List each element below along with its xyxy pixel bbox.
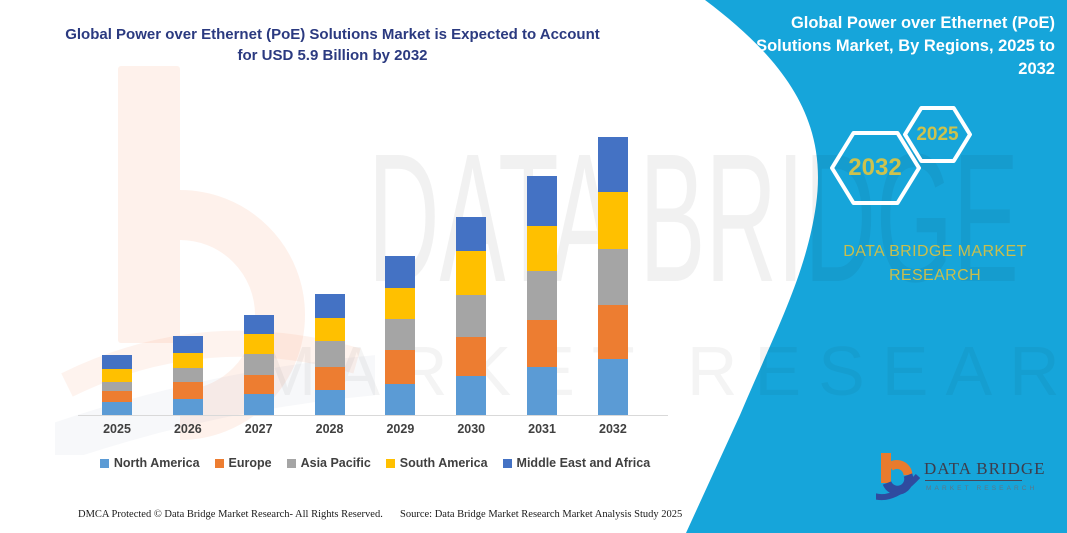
bar-column-2026: 2026 [172, 133, 203, 436]
legend-swatch-icon [99, 458, 109, 468]
bar-segment-2032-asia-pacific [597, 248, 628, 305]
bar-segment-2032-north-america [597, 358, 628, 415]
legend-item-asia-pacific: Asia Pacific [286, 456, 371, 470]
page-title-line2: for USD 5.9 Billion by 2032 [237, 47, 428, 64]
bar-segment-2032-south-america [597, 192, 628, 249]
bar-segment-2031-south-america [527, 225, 558, 271]
hexagon-2032-icon [830, 131, 921, 205]
databridge-logo-wordmark: DATA BRIDGE [924, 459, 1046, 478]
x-axis-label-2028: 2028 [315, 422, 344, 436]
banner-title-line2: Solutions Market, By Regions, 2025 to [756, 37, 1055, 55]
legend-item-north-america: North America [99, 456, 200, 470]
bar-segment-2029-north-america [385, 383, 416, 415]
bar-segment-2025-south-america [102, 369, 132, 383]
bar-segment-2027-north-america [243, 393, 274, 415]
x-axis-label-2030: 2030 [457, 422, 486, 436]
bar-segment-2029-middle-east-and-africa [385, 256, 416, 289]
legend-item-europe: Europe [214, 456, 272, 470]
hexagon-2025-label: 2025 [916, 123, 959, 145]
legend-swatch-icon [502, 458, 512, 468]
bar-segment-2032-europe [597, 304, 628, 359]
bar-segment-2027-south-america [243, 334, 274, 355]
bar-column-2027: 2027 [243, 133, 274, 436]
bar-segment-2031-europe [527, 319, 558, 367]
legend-label: North America [113, 456, 200, 470]
hexagon-2032-label: 2032 [848, 154, 902, 181]
legend-swatch-icon [385, 458, 395, 468]
bar-segment-2030-middle-east-and-africa [456, 216, 487, 251]
x-axis-line [78, 415, 668, 416]
bar-segment-2029-asia-pacific [385, 318, 416, 350]
databridge-logo-icon [876, 453, 921, 500]
bar-chart: 2025 2026 2027 2028 2029 2030 2031 2032 [102, 133, 628, 436]
bar-column-2028: 2028 [314, 133, 345, 436]
page-title-line1: Global Power over Ethernet (PoE) Solutio… [65, 26, 600, 43]
databridge-logo-tagline: MARKET RESEARCH [926, 485, 1038, 492]
bar-segment-2030-europe [456, 336, 487, 376]
legend-item-middle-east-and-africa: Middle East and Africa [502, 456, 651, 470]
legend-swatch-icon [214, 458, 224, 468]
bar-column-2032: 2032 [597, 133, 628, 436]
databridge-logo-underline [925, 480, 1022, 481]
bar-segment-2028-south-america [314, 318, 345, 342]
legend-label: Middle East and Africa [516, 456, 651, 470]
hexagon-2025-icon [903, 106, 972, 163]
bar-segment-2029-south-america [385, 288, 416, 319]
footer-dmca-text: DMCA Protected © Data Bridge Market Rese… [78, 509, 383, 520]
bar-segment-2030-south-america [456, 250, 487, 295]
bar-segment-2026-europe [172, 381, 203, 400]
bar-column-2030: 2030 [456, 133, 487, 436]
bar-segment-2032-middle-east-and-africa [597, 136, 628, 193]
bar-segment-2027-europe [243, 374, 274, 394]
bar-column-2025: 2025 [102, 133, 132, 436]
page-title: Global Power over Ethernet (PoE) Solutio… [20, 24, 645, 66]
bar-column-2031: 2031 [527, 133, 558, 436]
legend-label: Europe [228, 456, 272, 470]
bar-segment-2031-middle-east-and-africa [527, 175, 558, 226]
bar-segment-2025-middle-east-and-africa [102, 355, 132, 370]
hexagons-graphic [830, 106, 972, 205]
bar-segment-2028-europe [314, 366, 345, 390]
bar-segment-2025-asia-pacific [102, 382, 132, 392]
x-axis-label-2032: 2032 [599, 422, 627, 436]
x-axis-label-2027: 2027 [244, 422, 273, 436]
banner-brand-text: DATA BRIDGE MARKET RESEARCH [820, 240, 1050, 288]
bar-segment-2026-asia-pacific [172, 367, 203, 382]
bar-column-2029: 2029 [385, 133, 416, 436]
footer-source-text: Source: Data Bridge Market Research Mark… [400, 509, 683, 520]
bar-segment-2029-europe [385, 349, 416, 384]
bar-segment-2027-asia-pacific [243, 354, 274, 375]
legend-label: Asia Pacific [300, 456, 371, 470]
banner-shape [686, 0, 1067, 533]
legend-swatch-icon [286, 458, 296, 468]
x-axis-label-2029: 2029 [386, 422, 415, 436]
bar-segment-2031-asia-pacific [527, 270, 558, 320]
bar-segment-2028-middle-east-and-africa [314, 294, 345, 319]
x-axis-label-2025: 2025 [103, 422, 131, 436]
banner-brand-line1: DATA BRIDGE MARKET [843, 243, 1027, 260]
legend-label: South America [399, 456, 488, 470]
bar-segment-2025-north-america [102, 401, 132, 415]
bar-segment-2030-asia-pacific [456, 294, 487, 337]
bar-segment-2030-north-america [456, 375, 487, 415]
bar-segment-2026-north-america [172, 399, 203, 415]
bar-segment-2028-asia-pacific [314, 341, 345, 367]
bar-segment-2027-middle-east-and-africa [243, 314, 274, 335]
banner-title-line1: Global Power over Ethernet (PoE) [790, 14, 1055, 32]
chart-legend: North America Europe Asia Pacific South Ame… [55, 456, 695, 470]
banner-title: Global Power over Ethernet (PoE) Solutio… [710, 12, 1055, 81]
legend-item-south-america: South America [385, 456, 488, 470]
banner-brand-line2: RESEARCH [888, 267, 982, 284]
bar-segment-2028-north-america [314, 389, 345, 415]
bar-segment-2025-europe [102, 391, 132, 402]
bar-segment-2031-north-america [527, 366, 558, 415]
bar-segment-2026-south-america [172, 352, 203, 368]
x-axis-label-2026: 2026 [173, 422, 202, 436]
bar-segment-2026-middle-east-and-africa [172, 335, 203, 353]
x-axis-label-2031: 2031 [528, 422, 556, 436]
banner-title-line3: 2032 [1018, 60, 1055, 78]
